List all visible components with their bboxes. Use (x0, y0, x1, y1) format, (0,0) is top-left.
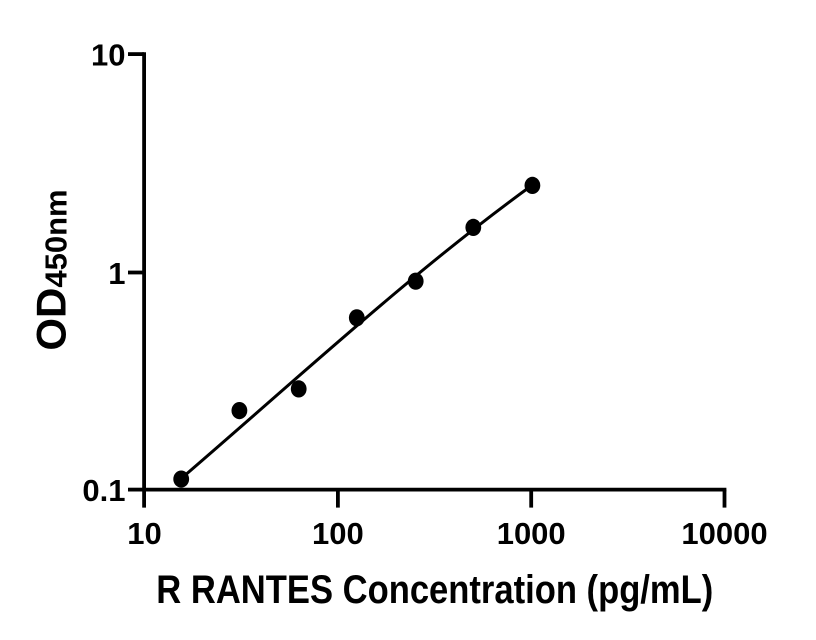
svg-text:OD450nm: OD450nm (28, 189, 75, 350)
svg-text:0.1: 0.1 (82, 473, 125, 508)
svg-text:R RANTES Concentration (pg/mL): R RANTES Concentration (pg/mL) (156, 568, 713, 612)
svg-text:10000: 10000 (681, 516, 767, 551)
svg-text:1: 1 (108, 256, 125, 291)
svg-text:1000: 1000 (497, 516, 566, 551)
svg-text:10: 10 (91, 37, 125, 72)
svg-text:10: 10 (127, 516, 161, 551)
svg-text:100: 100 (312, 516, 364, 551)
